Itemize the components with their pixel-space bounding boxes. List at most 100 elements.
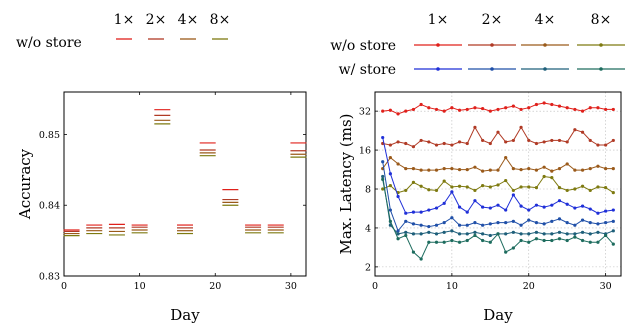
plot-frame: [374, 91, 622, 277]
data-point: [481, 169, 485, 173]
y-tick-label: 32: [359, 107, 371, 118]
data-point: [504, 106, 508, 110]
x-tick-label: 10: [134, 281, 146, 292]
data-point: [534, 141, 539, 146]
legend-marker: [599, 67, 603, 71]
data-point: [596, 106, 600, 110]
data-point: [481, 205, 485, 209]
data-point: [396, 232, 400, 236]
data-point: [550, 232, 554, 236]
latency-chart: 0 10 20 30 2 4 8 16 32 Day Max. Latency (ms) 1× 2× 4×…: [330, 12, 625, 324]
data-point: [473, 199, 477, 203]
legend-column-label: 1×: [114, 12, 135, 28]
data-point: [404, 141, 408, 146]
data-point: [519, 168, 523, 172]
data-point: [381, 135, 385, 140]
y-tick-label: 8: [365, 185, 371, 196]
data-point: [427, 224, 431, 229]
legend-column-label: 1×: [428, 12, 449, 28]
data-point: [604, 186, 608, 190]
data-point: [496, 183, 500, 187]
data-point: [604, 143, 608, 147]
data-point: [534, 237, 539, 241]
data-point: [388, 219, 392, 223]
data-point: [488, 206, 492, 210]
data-point: [434, 188, 439, 193]
data-point: [388, 155, 392, 160]
x-tick-label: 30: [285, 281, 297, 292]
data-point: [557, 138, 562, 143]
x-axis-label: Day: [483, 306, 513, 324]
x-tick-label: 0: [61, 281, 67, 292]
data-point: [419, 168, 423, 172]
y-tick-label: 16: [359, 146, 371, 157]
data-point: [419, 232, 423, 236]
data-point: [596, 164, 600, 168]
data-point: [550, 169, 554, 173]
data-point: [404, 211, 408, 215]
legend-row-label-with-store: w/ store: [339, 62, 396, 78]
data-point: [542, 174, 546, 179]
data-point: [604, 220, 608, 225]
data-point: [542, 205, 546, 209]
data-point: [457, 232, 462, 236]
data-point: [450, 229, 454, 233]
data-point: [557, 104, 562, 108]
y-tick-label: 0.85: [39, 130, 60, 141]
data-point: [473, 165, 477, 169]
data-point: [511, 246, 515, 250]
data-point: [434, 223, 439, 227]
data-point: [588, 207, 592, 211]
data-point: [427, 208, 431, 212]
data-point: [542, 222, 546, 226]
data-point: [519, 223, 523, 227]
data-point: [388, 208, 392, 212]
data-point: [534, 102, 539, 107]
data-point: [442, 201, 446, 205]
x-tick-label: 0: [372, 281, 378, 292]
series-line: [382, 137, 614, 214]
data-point: [580, 218, 585, 222]
data-point: [504, 220, 508, 225]
data-point: [450, 238, 454, 243]
x-tick-label: 30: [600, 281, 612, 292]
data-point: [457, 205, 462, 209]
data-point: [473, 233, 477, 238]
data-point: [580, 238, 585, 243]
data-point: [465, 185, 469, 189]
data-point: [481, 238, 485, 243]
data-point: [588, 220, 592, 225]
series-line: [382, 126, 614, 148]
data-point: [573, 187, 577, 191]
data-point: [434, 232, 439, 236]
data-point: [488, 141, 492, 146]
data-point: [504, 250, 508, 254]
data-point: [519, 107, 523, 112]
data-point: [411, 107, 416, 112]
data-point: [396, 162, 400, 166]
data-point: [465, 232, 469, 236]
data-point: [611, 138, 615, 143]
data-point: [580, 184, 585, 188]
data-point: [519, 238, 523, 243]
data-point: [481, 184, 485, 188]
series-line: [382, 179, 614, 260]
data-point: [542, 140, 546, 144]
data-point: [580, 230, 585, 234]
data-point: [588, 167, 592, 171]
data-point: [457, 108, 462, 112]
data-point: [404, 188, 408, 193]
data-point: [519, 125, 523, 129]
data-point: [557, 199, 562, 203]
data-point: [534, 186, 539, 190]
data-point: [488, 185, 492, 189]
data-point: [550, 203, 554, 207]
data-point: [419, 223, 423, 227]
data-point: [388, 143, 392, 147]
data-point: [542, 165, 546, 169]
data-point: [604, 233, 608, 238]
data-point: [611, 219, 615, 223]
data-point: [442, 141, 446, 146]
data-point: [580, 109, 585, 113]
data-point: [573, 232, 577, 236]
